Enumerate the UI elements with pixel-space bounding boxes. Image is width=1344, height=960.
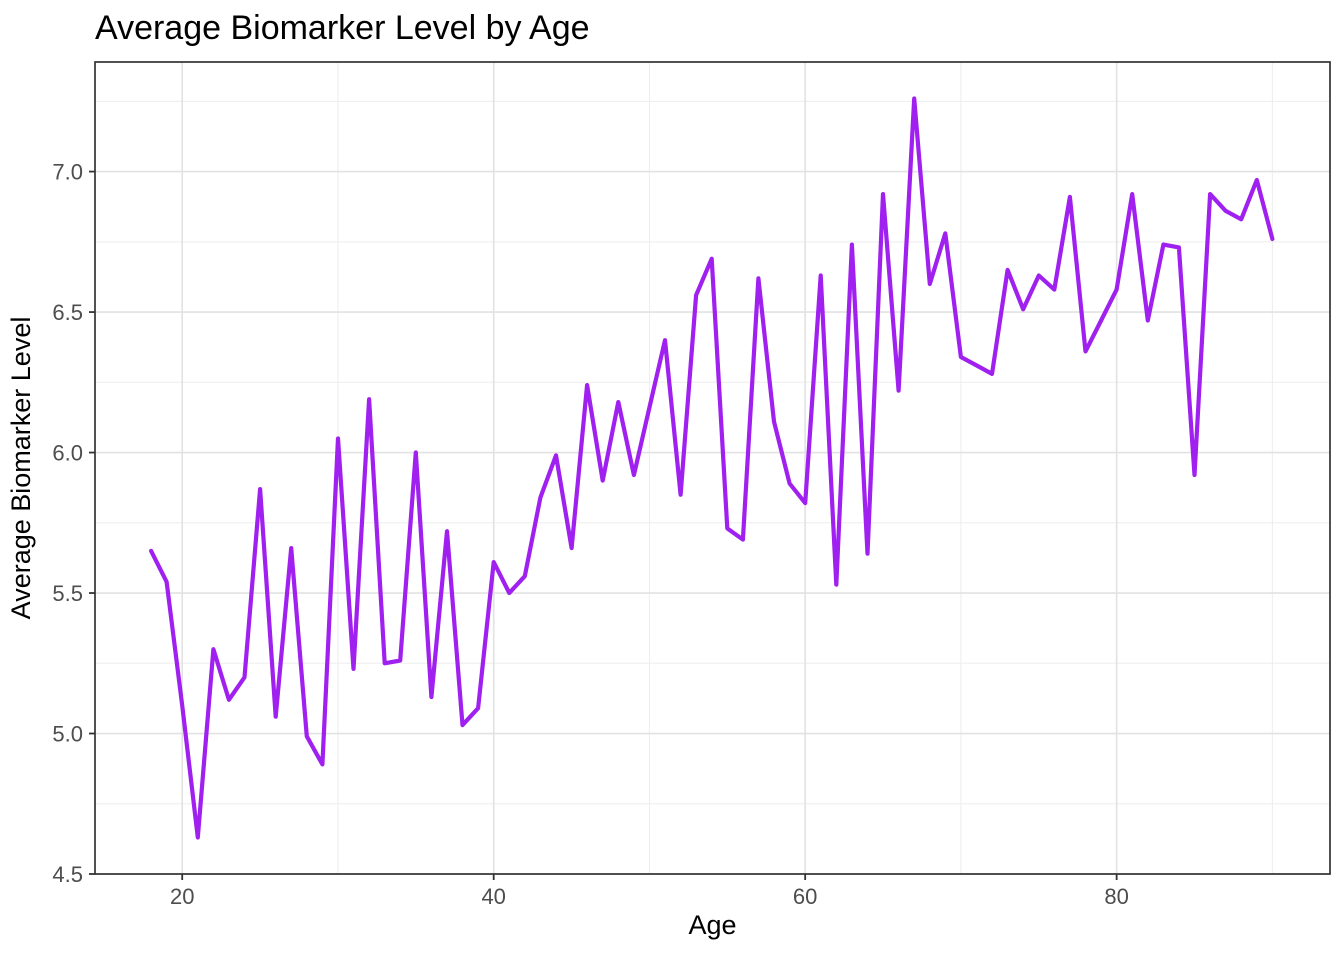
y-tick-label: 5.5 [52, 581, 83, 606]
y-tick-label: 6.0 [52, 441, 83, 466]
x-axis-title: Age [688, 910, 736, 940]
y-axis: 4.5 5.0 5.5 6.0 6.5 7.0 [52, 160, 95, 887]
x-tick-label: 40 [481, 884, 505, 909]
y-axis-title: Average Biomarker Level [6, 317, 36, 620]
y-tick-label: 7.0 [52, 160, 83, 185]
grid-minor [95, 62, 1330, 874]
y-tick-label: 4.5 [52, 862, 83, 887]
panel-border [94, 61, 1331, 875]
x-tick-label: 20 [170, 884, 194, 909]
plot-area [95, 62, 1330, 874]
y-tick-label: 5.0 [52, 722, 83, 747]
chart-title: Average Biomarker Level by Age [95, 9, 590, 47]
y-tick-label: 6.5 [52, 300, 83, 325]
x-axis: 20 40 60 80 [170, 874, 1129, 909]
x-tick-label: 60 [793, 884, 817, 909]
biomarker-line-series [149, 96, 1275, 840]
x-tick-label: 80 [1104, 884, 1128, 909]
